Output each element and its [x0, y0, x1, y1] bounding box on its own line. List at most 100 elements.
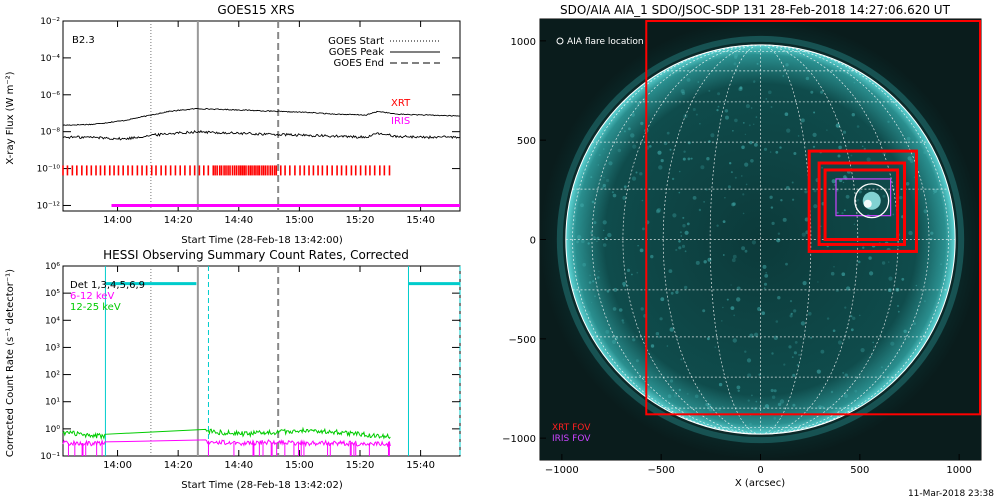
goes-y-ticks: 10⁻² 10⁻⁴ 10⁻⁶ 10⁻⁸ 10⁻¹⁰ 10⁻¹²: [37, 17, 460, 211]
aia-texture: [812, 132, 817, 137]
aia-texture: [808, 311, 812, 316]
aia-texture: [613, 287, 618, 292]
hessi-y-ticks: 10⁶ 10⁵ 10⁴ 10³ 10² 10¹ 10⁰ 10⁻¹: [40, 262, 460, 462]
aia-texture: [755, 400, 758, 403]
aia-texture: [777, 402, 782, 407]
hessi-ylabel: Corrected Count Rate (s⁻¹ detector⁻¹): [5, 269, 16, 457]
aia-texture: [590, 231, 593, 234]
aia-texture: [692, 108, 696, 111]
aia-texture: [608, 161, 613, 166]
aia-texture: [909, 159, 914, 163]
aia-texture: [754, 143, 758, 147]
aia-texture: [888, 261, 890, 263]
aia-texture: [687, 157, 691, 161]
aia-texture: [868, 256, 872, 260]
aia-legend-xrt: XRT FOV: [552, 423, 591, 433]
aia-texture: [779, 146, 782, 149]
aia-texture: [707, 257, 712, 262]
aia-texture: [734, 53, 738, 58]
aia-texture: [660, 159, 664, 163]
aia-texture: [901, 277, 905, 281]
aia-texture: [748, 124, 751, 127]
aia-texture: [800, 118, 805, 123]
aia-texture: [639, 248, 644, 253]
aia-texture: [655, 332, 660, 336]
aia-texture: [687, 141, 691, 145]
aia-image-panel: SDO/AIA AIA_1 SDO/JSOC-SDP 131 28-Feb-20…: [502, 3, 994, 499]
hessi-ytick-label: 10³: [45, 343, 60, 353]
aia-texture: [770, 388, 774, 393]
aia-texture: [813, 111, 816, 114]
aia-texture: [641, 199, 644, 202]
aia-texture: [717, 92, 721, 96]
goes-event-lines: [150, 21, 280, 211]
aia-texture: [714, 346, 717, 349]
aia-texture: [831, 179, 836, 184]
aia-texture: [769, 195, 773, 199]
aia-texture: [671, 389, 673, 392]
aia-texture: [612, 307, 617, 311]
aia-texture: [791, 356, 794, 358]
aia-texture: [730, 171, 733, 174]
aia-texture: [769, 151, 772, 153]
aia-texture: [762, 264, 767, 269]
aia-texture: [839, 178, 843, 183]
aia-texture: [612, 193, 617, 198]
goes-legend-end: GOES End: [334, 58, 384, 69]
aia-texture: [708, 407, 713, 412]
aia-texture: [923, 209, 928, 214]
aia-texture: [635, 171, 638, 174]
aia-texture: [580, 203, 584, 208]
aia-texture: [820, 90, 824, 94]
aia-texture: [747, 373, 752, 378]
aia-texture: [788, 345, 792, 349]
aia-texture: [724, 197, 726, 199]
aia-texture: [684, 250, 687, 253]
aia-texture: [764, 404, 770, 409]
aia-texture: [733, 62, 737, 66]
aia-texture: [729, 162, 732, 165]
aia-texture: [770, 106, 773, 108]
aia-texture: [722, 254, 725, 256]
aia-texture: [637, 245, 639, 247]
aia-texture: [853, 223, 856, 225]
aia-texture: [690, 157, 693, 160]
aia-texture: [681, 91, 686, 96]
aia-texture: [734, 118, 738, 123]
aia-texture: [755, 50, 760, 54]
goes-xlabel: Start Time (28-Feb-18 13:42:00): [181, 235, 343, 246]
aia-texture: [684, 285, 688, 290]
aia-texture: [784, 112, 789, 116]
aia-texture: [830, 271, 835, 276]
goes-class-annotation: B2.3: [72, 35, 95, 46]
hessi-ytick-label: 10²: [45, 371, 60, 381]
aia-corona-glow: [556, 35, 965, 444]
aia-texture: [668, 269, 673, 273]
aia-texture: [622, 195, 627, 200]
aia-texture: [681, 244, 686, 248]
aia-texture: [756, 62, 759, 65]
aia-texture: [897, 310, 900, 313]
aia-texture: [686, 222, 690, 226]
aia-texture: [812, 145, 816, 148]
aia-texture: [773, 389, 777, 393]
aia-texture: [657, 150, 662, 155]
aia-texture: [658, 165, 663, 170]
aia-texture: [770, 206, 774, 209]
aia-texture: [929, 237, 933, 241]
aia-texture: [842, 181, 845, 184]
aia-texture: [695, 113, 698, 116]
aia-texture: [798, 354, 800, 356]
aia-texture: [785, 63, 789, 67]
aia-texture: [669, 379, 674, 383]
aia-texture: [666, 345, 669, 347]
aia-texture: [744, 162, 749, 167]
aia-grid-longitude: [760, 44, 949, 435]
aia-texture: [742, 212, 745, 215]
aia-texture: [678, 170, 681, 173]
aia-texture: [844, 373, 848, 377]
aia-texture: [754, 332, 759, 337]
hessi-x-ticks: 14:00 14:20 14:40 15:00 15:20 15:40: [103, 266, 435, 471]
aia-texture: [586, 310, 591, 316]
goes-xtick-label: 14:40: [224, 215, 253, 226]
